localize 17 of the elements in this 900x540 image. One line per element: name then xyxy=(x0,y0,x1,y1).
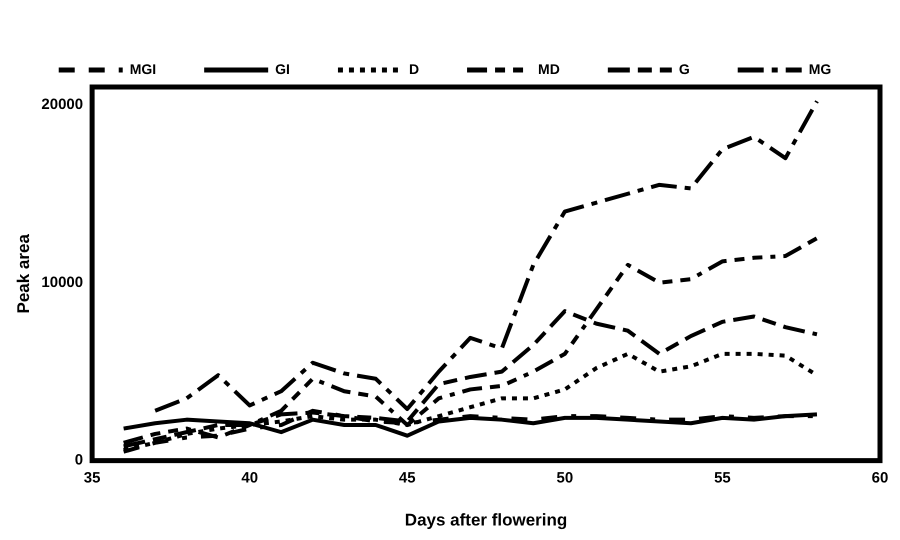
x-axis-title: Days after flowering xyxy=(404,510,568,530)
y-axis-title: Peak area xyxy=(14,234,33,314)
x-tick-label: 60 xyxy=(872,470,888,487)
x-tick-label: 35 xyxy=(84,470,100,487)
x-tick-label: 40 xyxy=(241,470,258,487)
x-tick-label: 55 xyxy=(714,470,731,487)
x-tick-label: 45 xyxy=(398,470,416,487)
legend-label: GI xyxy=(275,60,290,77)
y-tick-label: 10000 xyxy=(41,274,84,291)
legend-label: G xyxy=(678,60,690,77)
y-tick-label: 20000 xyxy=(41,96,84,113)
legend-label: MGI xyxy=(130,60,156,77)
legend-label: MG xyxy=(808,60,832,77)
x-tick-label: 50 xyxy=(556,470,574,487)
legend-label: D xyxy=(408,60,420,77)
legend-label: MD xyxy=(538,60,560,77)
y-tick-label: 0 xyxy=(74,452,84,469)
